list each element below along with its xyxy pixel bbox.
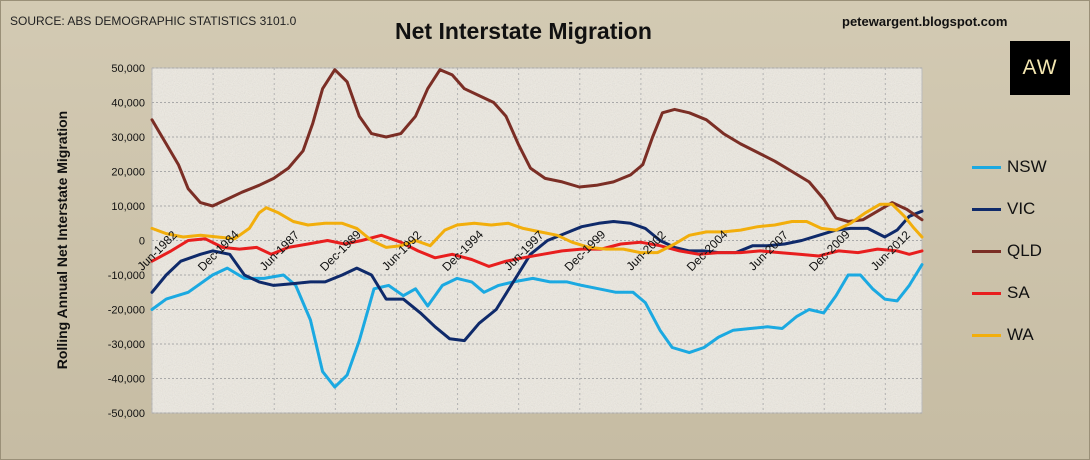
legend-label: VIC [1007,199,1036,218]
chart-title: Net Interstate Migration [395,18,652,44]
legend-item-qld: QLD [972,230,1047,272]
y-tick-label: 50,000 [111,63,145,75]
legend-swatch [972,207,1001,211]
y-tick-label: 30,000 [111,132,145,144]
series-lines [150,68,924,389]
legend-swatch [972,165,1001,169]
legend-label: QLD [1007,241,1042,260]
legend-item-vic: VIC [972,188,1047,230]
legend-item-sa: SA [972,272,1047,314]
y-tick-label: 40,000 [111,98,145,110]
y-tick-label: 0 [139,236,145,248]
series-line-sa [150,233,924,268]
y-tick-label: -40,000 [108,374,145,386]
legend-item-wa: WA [972,314,1047,356]
legend-swatch [972,249,1001,253]
legend-item-nsw: NSW [972,146,1047,188]
legend-label: NSW [1007,157,1047,176]
legend-label: WA [1007,325,1034,344]
source-note: SOURCE: ABS DEMOGRAPHIC STATISTICS 3101.… [10,14,297,28]
y-axis-ticks: 50,000 40,000 30,000 20,000 10,000 0 -10,000 -2… [108,63,145,420]
legend-label: SA [1007,283,1030,302]
y-tick-label: -20,000 [108,305,145,317]
blog-url: petewargent.blogspot.com [842,14,1008,29]
y-tick-label: -10,000 [108,270,145,282]
y-tick-label: 20,000 [111,167,145,179]
y-tick-label: -50,000 [108,408,145,420]
legend: NSW VIC QLD SA WA [972,146,1047,356]
series-line-nsw [150,263,924,389]
y-tick-label: -30,000 [108,339,145,351]
series-line-vic [150,209,924,343]
legend-swatch [972,333,1001,337]
y-tick-label: 10,000 [111,201,145,213]
aw-logo: AW [1010,41,1070,95]
series-line-qld [150,68,924,223]
legend-swatch [972,291,1001,295]
series-line-wa [150,202,924,255]
